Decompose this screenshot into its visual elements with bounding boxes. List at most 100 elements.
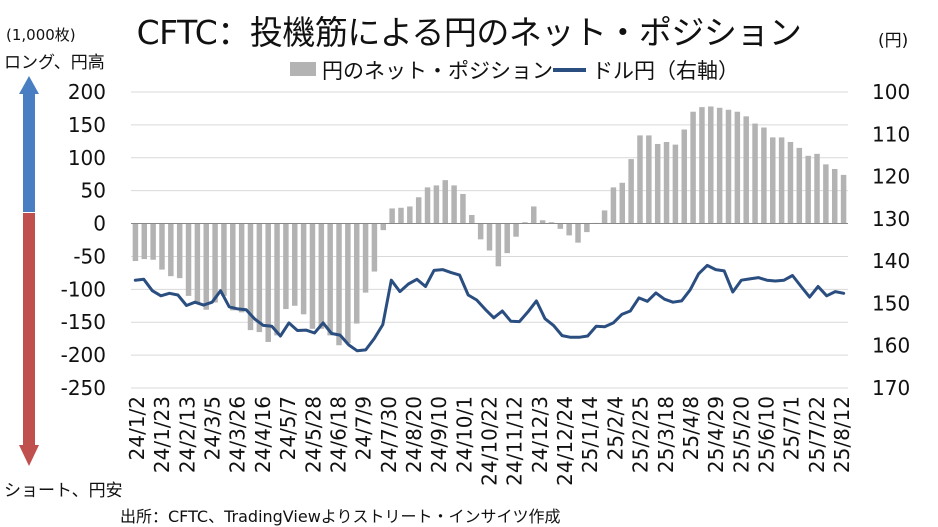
position-bar — [672, 144, 679, 224]
position-bar — [522, 222, 528, 224]
position-bar — [380, 223, 387, 231]
legend-bar-label: 円のネット・ポジション — [322, 59, 553, 83]
position-bar — [495, 223, 502, 267]
position-bar — [725, 109, 732, 224]
position-bar — [584, 223, 590, 233]
position-bar — [619, 182, 626, 224]
x-tick-label: 24/10/22 — [478, 396, 502, 486]
x-tick-label: 24/5/7 — [276, 396, 300, 460]
long-label: ロング、円高 — [4, 53, 105, 73]
position-bar — [734, 111, 741, 224]
x-tick-label: 25/6/10 — [755, 396, 779, 473]
position-bar — [761, 127, 767, 224]
position-bars — [132, 106, 847, 346]
position-bar — [221, 223, 227, 296]
x-tick-label: 24/3/5 — [201, 396, 225, 460]
position-bar — [336, 223, 342, 346]
direction-arrows — [19, 76, 39, 466]
x-tick-label: 24/7/9 — [352, 396, 376, 460]
left-tick-label: 50 — [81, 179, 106, 203]
position-bar — [663, 141, 670, 224]
x-tick-label: 24/12/3 — [528, 396, 552, 473]
position-bar — [345, 223, 351, 344]
x-tick-label: 25/4/29 — [704, 396, 728, 473]
long-arrow-shaft — [23, 93, 35, 212]
position-bar — [247, 223, 254, 331]
position-bar — [752, 123, 758, 224]
position-bar — [681, 129, 687, 224]
position-bar — [300, 223, 307, 315]
short-arrow-head — [19, 445, 39, 466]
position-bar — [424, 187, 431, 224]
position-bar — [203, 223, 209, 310]
position-bar — [274, 223, 280, 336]
position-bar — [646, 135, 652, 224]
position-bar — [716, 107, 723, 224]
x-tick-label: 25/4/8 — [679, 396, 703, 460]
position-bar — [415, 197, 422, 224]
right-tick-label: 160 — [872, 334, 910, 358]
x-tick-label: 25/2/25 — [629, 396, 653, 473]
position-bar — [230, 223, 236, 311]
x-tick-label: 24/7/30 — [377, 396, 401, 473]
position-bar — [318, 223, 325, 329]
right-tick-label: 150 — [872, 291, 910, 315]
position-bar — [504, 223, 510, 254]
position-bar — [176, 223, 183, 279]
position-bar — [840, 174, 847, 224]
right-tick-label: 170 — [872, 376, 910, 400]
position-bar — [575, 223, 581, 243]
legend-line-swatch — [553, 68, 586, 72]
x-tick-label: 25/2/4 — [603, 396, 627, 460]
position-bar — [486, 223, 493, 251]
chart-title: CFTC：投機筋による円のネット・ポジション — [136, 13, 802, 52]
right-tick-label: 100 — [872, 80, 910, 104]
right-tick-label: 110 — [872, 122, 910, 146]
position-bar — [477, 223, 484, 240]
position-bar — [831, 168, 838, 224]
x-tick-label: 24/1/2 — [125, 396, 149, 460]
position-bar — [566, 223, 572, 236]
x-tick-label: 24/12/24 — [553, 396, 577, 486]
position-bar — [398, 207, 404, 224]
left-tick-label: -50 — [73, 244, 106, 268]
x-tick-label: 24/4/16 — [251, 396, 275, 473]
position-bar — [778, 137, 785, 224]
x-axis-tick-labels: 24/1/2 24/1/23 24/2/13 24/3/5 24/3/26 24/4/16… — [125, 396, 854, 486]
position-bar — [469, 215, 475, 224]
position-bar — [292, 223, 298, 306]
position-bar — [548, 222, 555, 224]
left-tick-label: -250 — [61, 376, 106, 400]
position-bar — [353, 223, 360, 324]
position-bar — [654, 143, 661, 224]
position-bar — [743, 116, 749, 224]
position-bar — [362, 223, 369, 293]
x-tick-label: 24/5/28 — [301, 396, 325, 473]
position-bar — [699, 107, 705, 224]
position-bar — [141, 223, 148, 260]
position-bar — [283, 223, 289, 310]
position-bar — [150, 223, 156, 260]
left-tick-label: 0 — [93, 212, 106, 236]
position-bar — [327, 223, 333, 336]
x-tick-label: 25/7/1 — [780, 396, 804, 460]
legend-line-label: ドル円（右軸） — [592, 59, 739, 83]
left-axis-tick-labels: 200 150 100 50 0 -50 -100 -150 -200 -250 — [61, 80, 106, 400]
position-bar — [513, 223, 519, 237]
position-bar — [814, 153, 820, 224]
position-bar — [442, 180, 448, 224]
position-bar — [159, 223, 165, 270]
x-tick-label: 24/8/20 — [402, 396, 426, 473]
position-bar — [309, 223, 316, 329]
position-bar — [708, 106, 714, 224]
x-tick-label: 24/11/12 — [503, 396, 527, 486]
position-bar — [407, 206, 413, 224]
position-bar — [690, 111, 696, 224]
position-bar — [132, 223, 139, 262]
x-tick-label: 24/1/23 — [150, 396, 174, 473]
position-bar — [168, 223, 174, 277]
position-bar — [460, 193, 466, 224]
usdjpy-line — [133, 263, 846, 353]
position-bar — [194, 223, 201, 303]
